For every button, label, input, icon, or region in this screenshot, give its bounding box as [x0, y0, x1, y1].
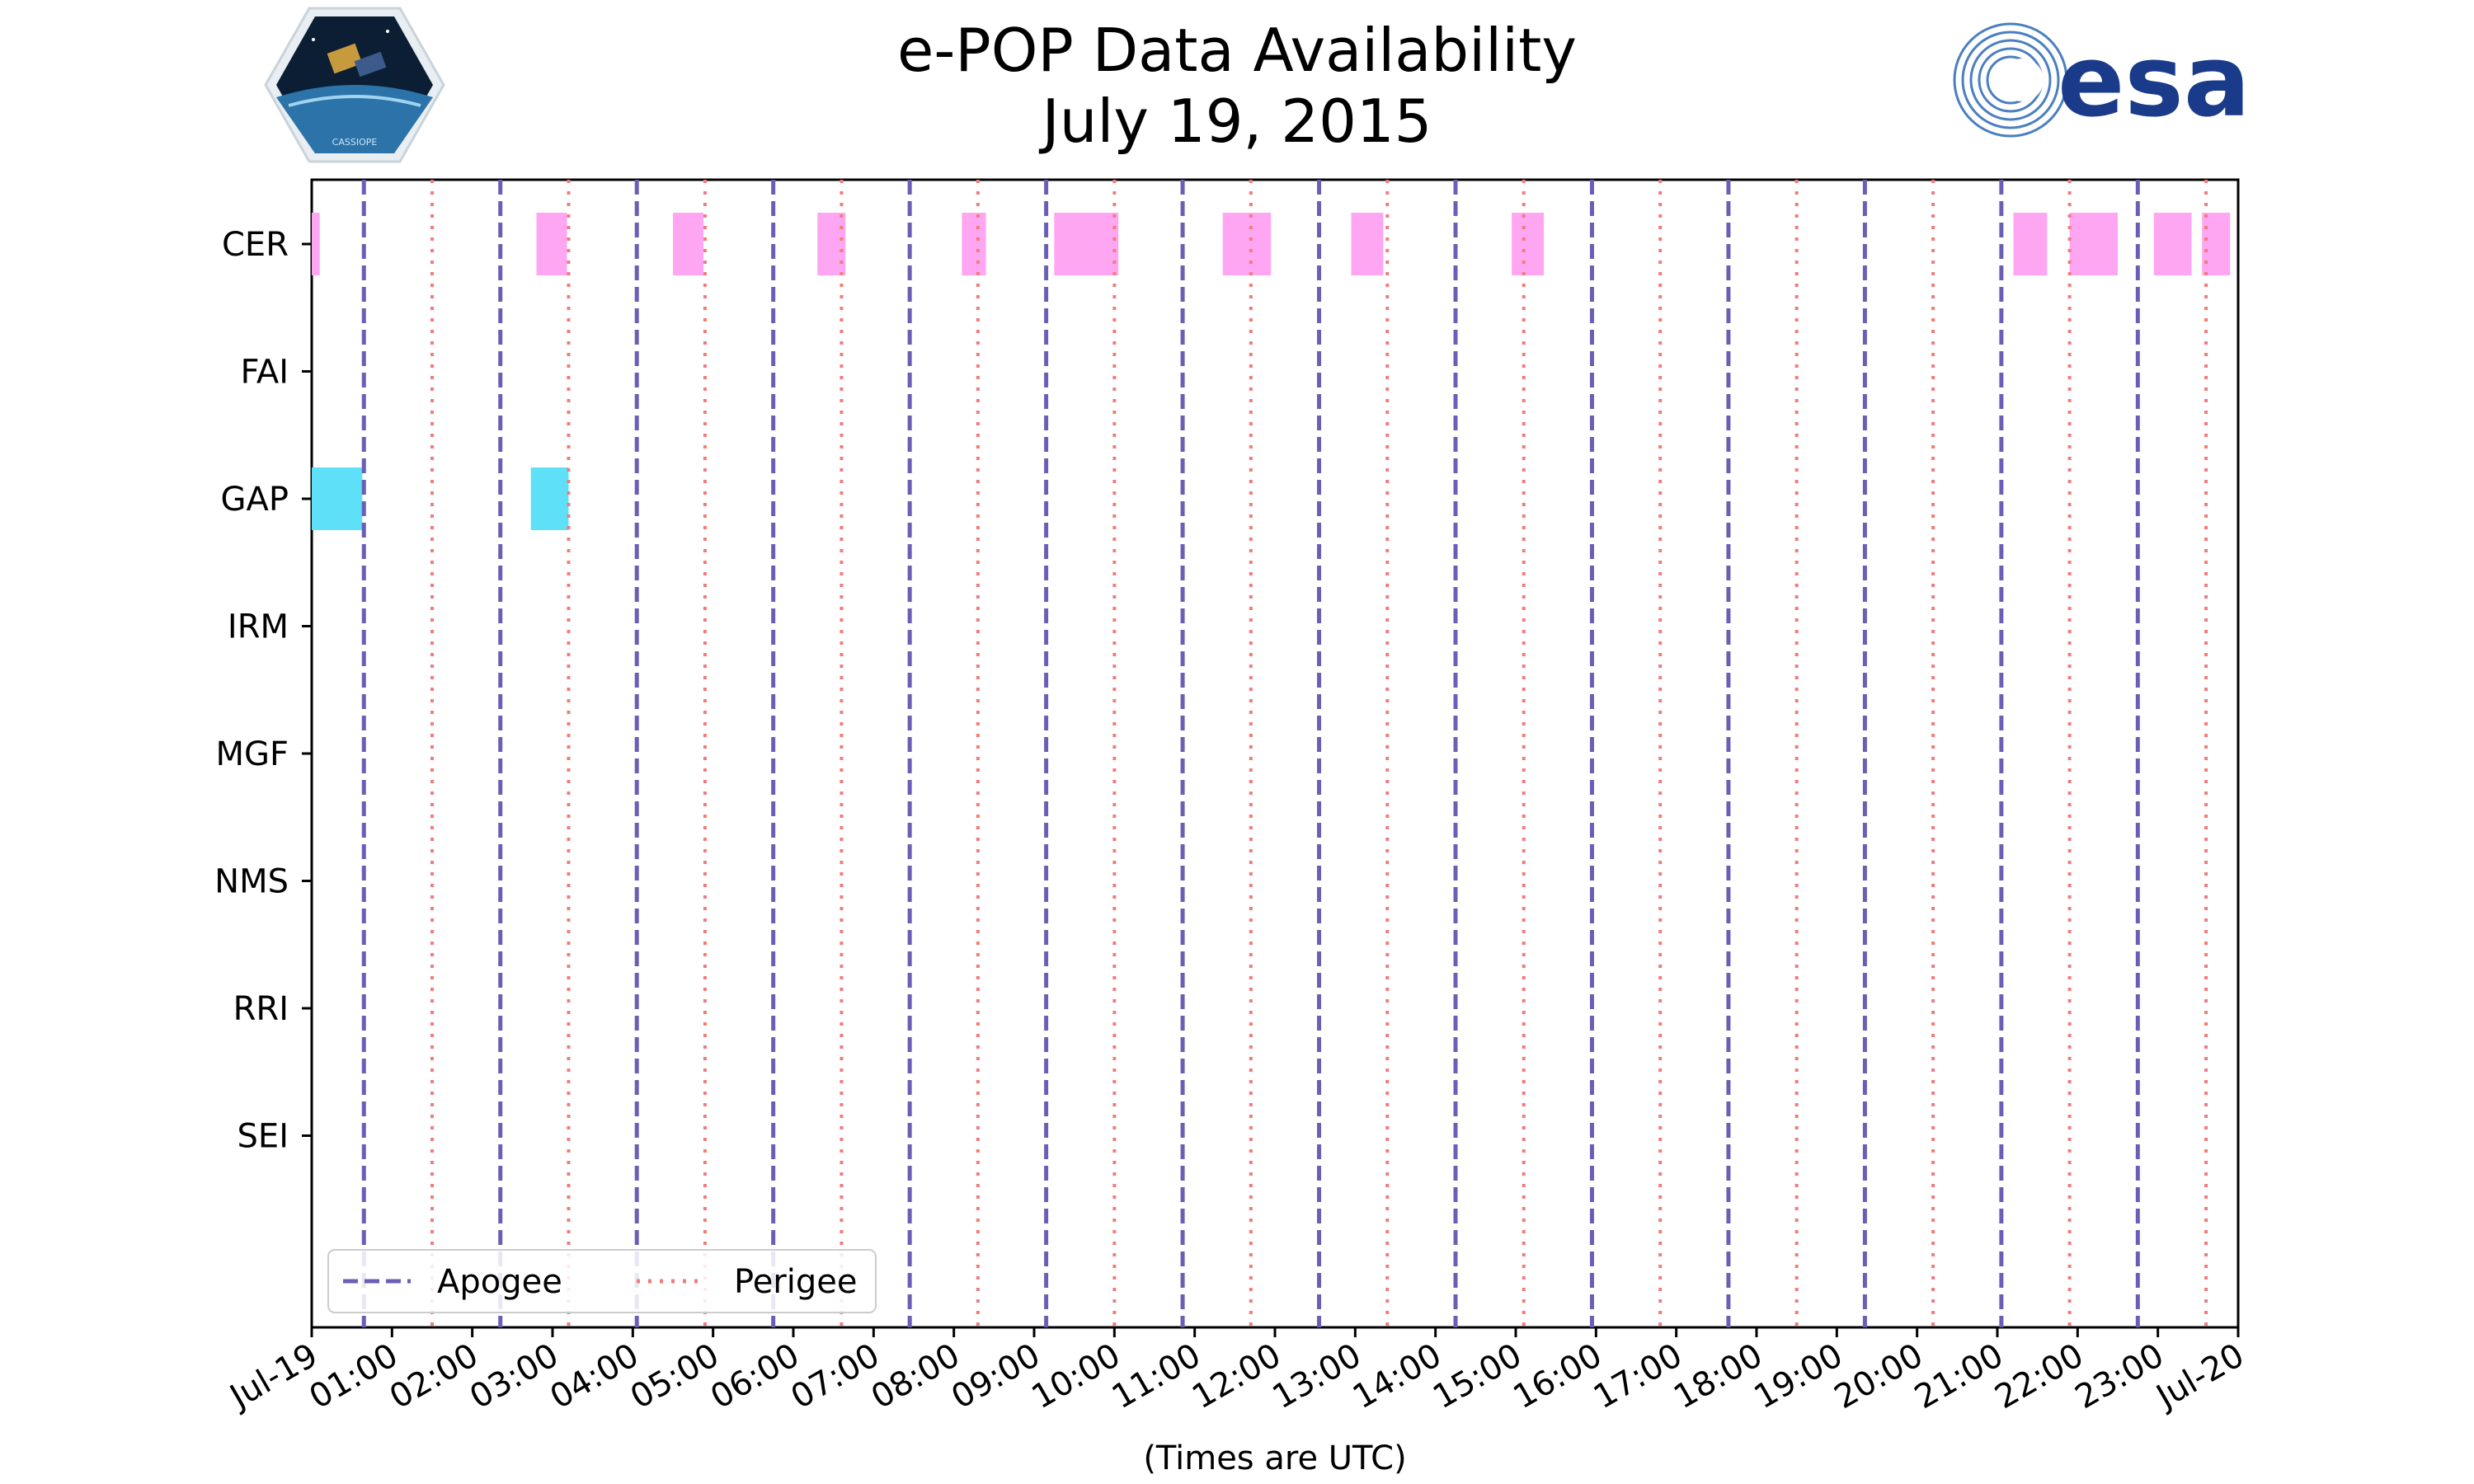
- x-tick-label-13: 13:00: [1266, 1336, 1367, 1416]
- chart-title: e-POP Data Availability July 19, 2015: [0, 15, 2474, 157]
- x-tick-label-0: Jul-19: [222, 1336, 324, 1417]
- availability-bar-gap-1: [530, 467, 569, 530]
- legend-box: [327, 1249, 877, 1313]
- x-tick-label-11: 11:00: [1106, 1336, 1207, 1416]
- x-tick-label-1: 01:00: [303, 1336, 404, 1416]
- x-tick-label-7: 07:00: [784, 1336, 886, 1416]
- x-tick-label-15: 15:00: [1427, 1336, 1528, 1416]
- x-tick-label-10: 10:00: [1025, 1336, 1126, 1416]
- x-tick-label-14: 14:00: [1347, 1336, 1448, 1416]
- x-tick-label-20: 20:00: [1828, 1336, 1930, 1416]
- y-tick-label-nms: NMS: [214, 863, 289, 901]
- y-tick-label-gap: GAP: [221, 481, 289, 519]
- x-tick-label-12: 12:00: [1186, 1336, 1287, 1416]
- title-line-2: July 19, 2015: [1042, 87, 1432, 156]
- availability-bar-cer-7: [1351, 213, 1384, 275]
- legend: Apogee Perigee: [327, 1249, 877, 1313]
- x-tick-label-16: 16:00: [1507, 1336, 1608, 1416]
- y-tick-label-cer: CER: [222, 226, 289, 264]
- y-tick-label-rri: RRI: [233, 990, 289, 1028]
- x-tick-label-17: 17:00: [1587, 1336, 1689, 1416]
- x-tick-label-22: 22:00: [1988, 1336, 2090, 1416]
- availability-bar-cer-10: [2069, 213, 2118, 275]
- availability-bar-cer-6: [1222, 213, 1272, 275]
- x-tick-label-24: Jul-20: [2148, 1336, 2251, 1417]
- x-tick-label-23: 23:00: [2069, 1336, 2171, 1416]
- esa-logo: esa: [1953, 22, 2251, 139]
- availability-bar-cer-0: [312, 213, 320, 275]
- availability-bar-cer-3: [817, 213, 846, 275]
- availability-bar-cer-12: [2202, 213, 2231, 275]
- legend-perigee-label: Perigee: [734, 1263, 857, 1301]
- x-tick-label-5: 05:00: [624, 1336, 726, 1416]
- x-tick-label-6: 06:00: [704, 1336, 806, 1416]
- x-tick-label-3: 03:00: [463, 1336, 565, 1416]
- y-tick-label-sei: SEI: [238, 1118, 289, 1156]
- x-tick-label-4: 04:00: [543, 1336, 645, 1416]
- title-line-1: e-POP Data Availability: [897, 16, 1577, 85]
- availability-bar-cer-1: [536, 213, 567, 275]
- y-tick-label-mgf: MGF: [215, 735, 289, 773]
- plot-frame: [310, 178, 2240, 1329]
- x-tick-label-2: 02:00: [383, 1336, 485, 1416]
- availability-bar-gap-0: [312, 467, 363, 530]
- cassiope-logo-text: CASSIOPE: [332, 137, 378, 148]
- cassiope-logo: CASSIOPE: [264, 7, 445, 163]
- availability-bar-cer-5: [1054, 213, 1119, 275]
- legend-apogee-label: Apogee: [437, 1263, 562, 1301]
- x-tick-label-21: 21:00: [1908, 1336, 2010, 1416]
- x-axis-label: (Times are UTC): [1143, 1439, 1406, 1477]
- x-tick-label-8: 08:00: [865, 1336, 967, 1416]
- y-tick-label-irm: IRM: [228, 608, 289, 646]
- x-tick-label-9: 09:00: [945, 1336, 1047, 1416]
- availability-bar-cer-9: [2013, 213, 2048, 275]
- x-tick-label-19: 19:00: [1747, 1336, 1849, 1416]
- y-tick-label-fai: FAI: [241, 354, 289, 392]
- availability-bar-cer-11: [2153, 213, 2192, 275]
- x-tick-label-18: 18:00: [1667, 1336, 1769, 1416]
- availability-bar-cer-2: [673, 213, 703, 275]
- availability-bar-cer-8: [1512, 213, 1545, 275]
- esa-logo-text: esa: [2058, 25, 2251, 139]
- availability-bar-cer-4: [962, 213, 986, 275]
